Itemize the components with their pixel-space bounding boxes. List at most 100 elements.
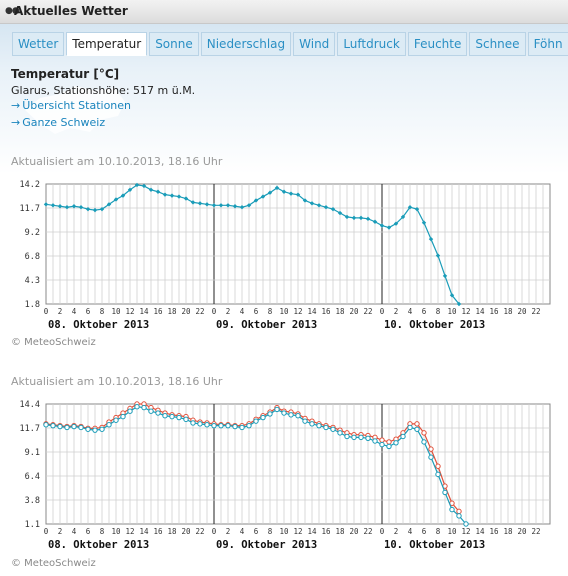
data-point <box>225 203 231 208</box>
data-point <box>246 422 252 429</box>
data-point <box>407 205 413 210</box>
x-tick-label: 12 <box>293 307 302 316</box>
x-tick-label: 14 <box>307 307 317 316</box>
x-tick-label: 10 <box>279 307 289 316</box>
data-point <box>316 203 322 208</box>
x-tick-label: 2 <box>58 527 63 536</box>
x-tick-label: 8 <box>100 527 105 536</box>
data-point <box>421 220 427 225</box>
tab-bar: Wetter Temperatur Sonne Niederschlag Win… <box>12 32 568 56</box>
data-point <box>134 182 140 188</box>
data-point <box>344 214 350 220</box>
data-point <box>211 203 217 208</box>
data-point <box>386 225 392 230</box>
x-tick-label: 22 <box>363 527 372 536</box>
data-point <box>120 413 126 420</box>
data-point <box>456 508 462 515</box>
x-tick-label: 18 <box>167 307 177 316</box>
x-tick-label: 4 <box>408 307 413 316</box>
x-tick-label: 8 <box>436 307 441 316</box>
tab-schnee[interactable]: Schnee <box>469 32 526 56</box>
data-point <box>428 236 434 242</box>
y-tick-label: 14.4 <box>20 400 40 410</box>
data-point <box>414 421 420 427</box>
data-point <box>218 422 224 429</box>
data-point <box>176 194 182 199</box>
x-tick-label: 20 <box>349 527 359 536</box>
data-point <box>260 414 266 421</box>
data-point <box>435 463 441 469</box>
day-label: 08. Oktober 2013 <box>48 319 149 331</box>
x-tick-label: 12 <box>461 527 470 536</box>
page-title: Aktuelles Wetter <box>14 4 128 18</box>
tab-foehn[interactable]: Föhn <box>527 32 568 56</box>
data-point <box>281 410 287 416</box>
y-tick-label: 14.2 <box>20 180 40 190</box>
data-point <box>85 426 91 432</box>
data-point <box>400 433 406 440</box>
x-tick-label: 16 <box>153 307 163 316</box>
y-tick-label: 6.8 <box>25 252 40 262</box>
x-tick-label: 14 <box>139 307 149 316</box>
tab-wetter[interactable]: Wetter <box>12 32 65 56</box>
measurement-title: Temperatur [°C] <box>11 67 120 81</box>
x-tick-label: 22 <box>531 527 540 536</box>
data-point <box>92 207 98 213</box>
x-tick-label: 6 <box>86 307 91 316</box>
data-point <box>43 202 49 207</box>
data-point <box>141 183 147 189</box>
x-tick-label: 18 <box>503 527 513 536</box>
y-tick-label: 9.1 <box>25 448 40 458</box>
x-tick-label: 2 <box>58 307 63 316</box>
tab-wind[interactable]: Wind <box>293 32 336 56</box>
x-tick-label: 0 <box>212 527 217 536</box>
data-point <box>379 441 385 448</box>
y-tick-label: 4.3 <box>25 276 40 286</box>
data-point <box>309 421 315 427</box>
x-tick-label: 22 <box>531 307 540 316</box>
data-point <box>169 413 175 420</box>
data-point <box>260 194 266 199</box>
y-tick-label: 3.8 <box>25 496 40 506</box>
data-point <box>400 214 406 220</box>
link-stations-overview[interactable]: → Übersicht Stationen <box>11 99 131 112</box>
day-label: 09. Oktober 2013 <box>216 319 317 331</box>
data-point <box>407 424 413 431</box>
data-point <box>414 426 420 432</box>
link-label: Übersicht Stationen <box>22 99 132 112</box>
tab-luftdruck[interactable]: Luftdruck <box>337 32 406 56</box>
data-point <box>421 430 427 436</box>
x-tick-label: 2 <box>394 307 399 316</box>
data-point <box>71 204 77 209</box>
data-point <box>267 190 273 195</box>
tab-feuchte[interactable]: Feuchte <box>407 32 468 56</box>
data-point <box>281 189 287 194</box>
data-point <box>113 417 119 423</box>
data-point <box>64 424 70 431</box>
data-point <box>204 202 210 207</box>
data-point <box>78 424 84 431</box>
tab-sonne[interactable]: Sonne <box>149 32 199 56</box>
x-tick-label: 10 <box>111 307 121 316</box>
y-tick-label: 1.8 <box>25 300 40 310</box>
data-point <box>428 446 434 452</box>
data-point <box>148 187 154 193</box>
x-tick-label: 12 <box>125 527 134 536</box>
data-point <box>351 215 357 221</box>
link-all-switzerland[interactable]: → Ganze Schweiz <box>11 116 105 129</box>
data-point <box>78 205 84 210</box>
tab-niederschlag[interactable]: Niederschlag <box>200 32 292 56</box>
tab-temperatur[interactable]: Temperatur <box>66 32 148 56</box>
data-point <box>99 206 105 212</box>
x-tick-label: 20 <box>517 307 527 316</box>
x-tick-label: 2 <box>394 527 399 536</box>
data-point <box>330 426 336 432</box>
x-tick-label: 4 <box>240 527 245 536</box>
data-point <box>379 437 385 443</box>
double-dot-icon: ●● <box>5 6 20 16</box>
data-point <box>92 427 98 433</box>
temperature-comparison-chart: 14.411.79.16.43.81.10 2 4 6 8 10 12 14 16 18 20 220… <box>20 400 551 551</box>
x-tick-label: 4 <box>72 307 77 316</box>
x-tick-label: 0 <box>212 307 217 316</box>
x-tick-label: 0 <box>380 307 385 316</box>
